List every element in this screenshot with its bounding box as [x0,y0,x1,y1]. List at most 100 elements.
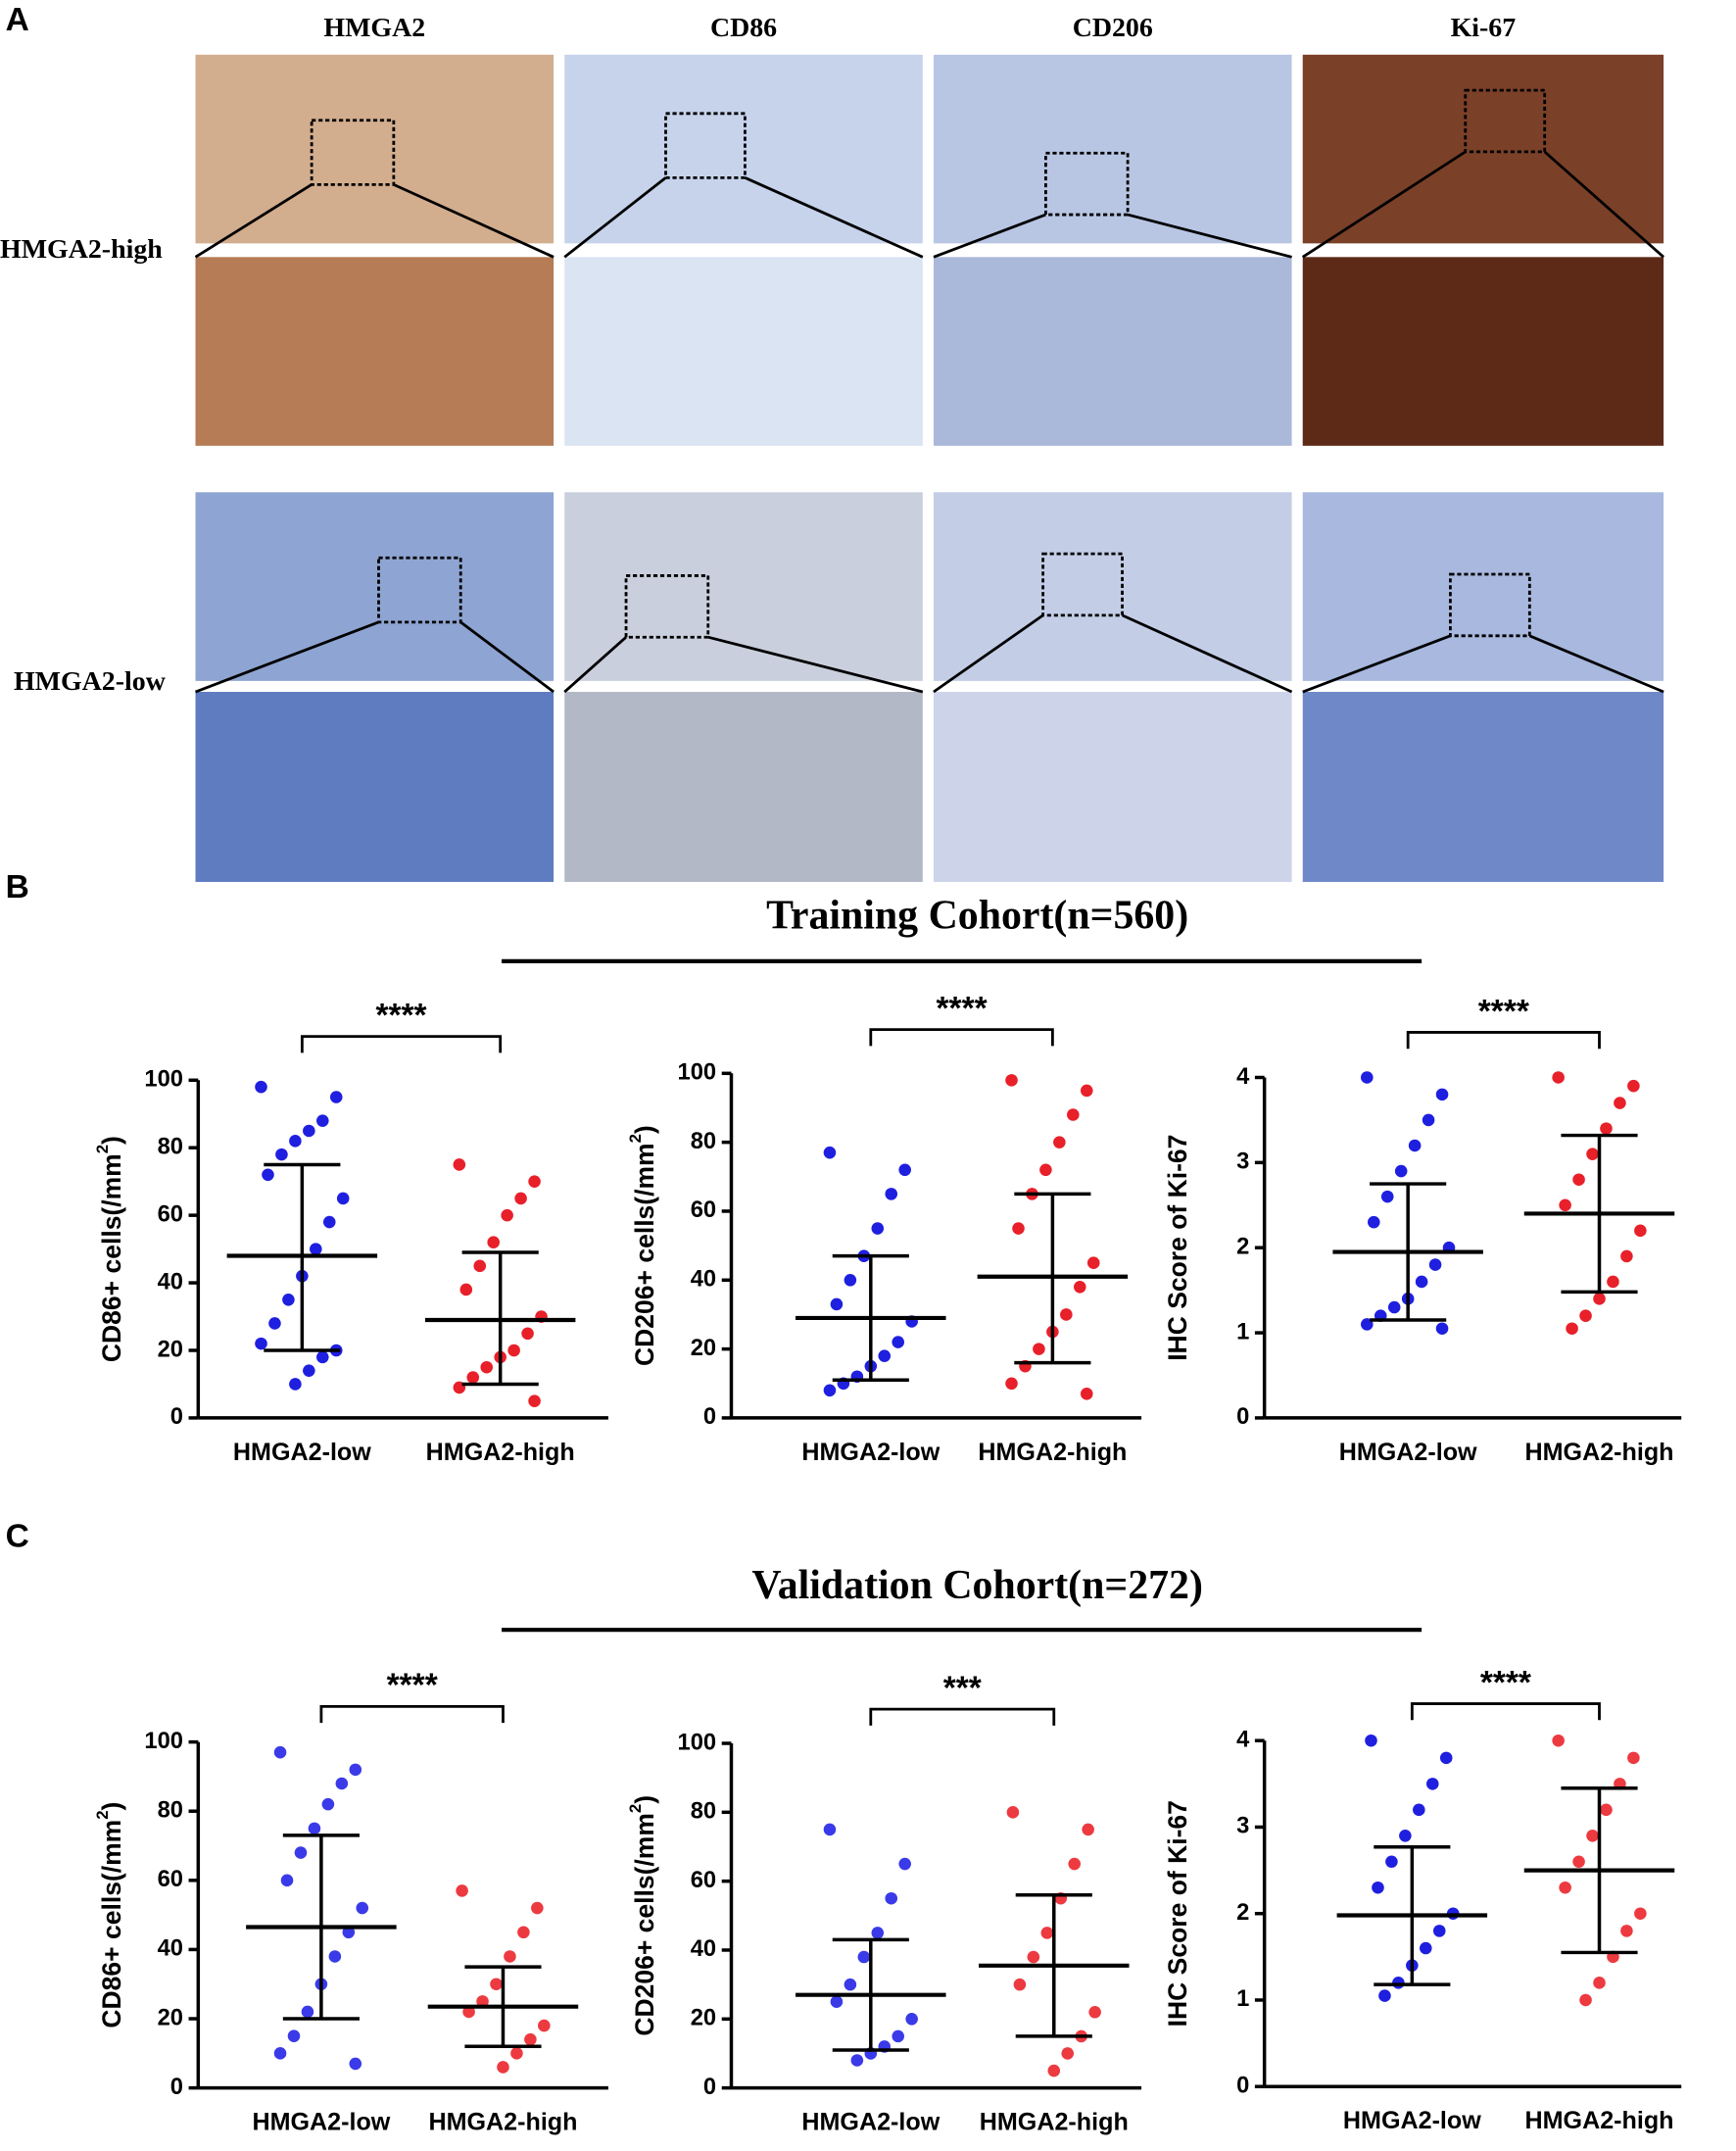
x-tick-label: HMGA2-low [1339,1439,1477,1466]
data-point [504,1950,516,1963]
data-point [289,1135,302,1148]
data-point [1361,1071,1374,1084]
data-point [316,1114,329,1127]
data-point [1559,1881,1571,1894]
micrographs [195,54,1664,882]
y-tick-label: 3 [1236,1814,1249,1839]
data-point [1579,1309,1592,1322]
significance-bracket [319,1704,505,1724]
y-tick-label: 0 [1236,1404,1249,1430]
zoom-box [377,556,462,624]
y-tick-label: 80 [691,1129,716,1154]
data-point [1627,1751,1640,1765]
data-point [1428,1258,1442,1271]
significance-bracket [300,1035,503,1053]
data-point [823,1823,837,1836]
y-tick-label: 80 [158,1797,183,1823]
data-point [322,1215,336,1229]
data-point [497,2061,509,2074]
data-point [287,2029,301,2042]
zoom-box [1464,88,1547,154]
data-point [517,1926,530,1939]
x-tick-label: HMGA2-low [801,1439,940,1466]
zoom-box [310,119,396,186]
y-tick-label: 0 [170,2075,183,2100]
data-point [844,1978,857,1991]
significance-label: *** [943,1670,982,1706]
y-axis-label-part: IHC Score of Ki-67 [1163,1135,1192,1361]
data-point [898,1163,911,1177]
cohort-title: Validation Cohort(n=272) [751,1563,1203,1608]
data-point [1586,1148,1599,1160]
data-point [321,1797,335,1811]
data-point [885,1891,898,1905]
data-point [262,1168,274,1182]
x-tick-label: HMGA2-low [801,2109,940,2136]
data-point [1380,1190,1394,1203]
data-point [857,1950,871,1964]
y-tick-label: 20 [691,2006,716,2031]
panel-label: A [6,2,29,38]
y-tick-label: 4 [1236,1727,1250,1752]
data-point [329,1091,343,1103]
x-tick-label: HMGA2-high [1524,1439,1673,1466]
data-point [342,1926,356,1939]
image [933,54,1292,244]
y-axis-label: IHC Score of Ki-67 [1163,1135,1192,1361]
y-axis-label: CD206+ cells(/mm2) [627,1795,659,2036]
data-point [1566,1322,1578,1336]
x-tick-label: HMGA2-low [1343,2107,1481,2134]
x-tick-label: HMGA2-high [980,2109,1129,2136]
data-point [871,1927,885,1939]
image [564,492,923,681]
y-tick-label: 4 [1236,1064,1250,1090]
row-label: HMGA2-low [14,666,166,697]
x-tick-label: HMGA2-high [428,2109,577,2136]
y-tick-label: 20 [691,1336,716,1361]
data-point [328,1950,342,1963]
data-point [310,1243,322,1255]
data-point [1067,1108,1080,1121]
data-point [1033,1343,1045,1355]
y-tick-label: 1 [1236,1986,1249,2012]
data-point [1394,1164,1408,1178]
y-tick-label: 60 [691,1198,716,1223]
y-axis-label: CD206+ cells(/mm2) [627,1125,659,1366]
zoom-box [1449,572,1531,638]
y-tick-label: 40 [158,1936,183,1962]
data-point [1432,1925,1446,1937]
data-point [1061,2047,1075,2060]
data-point [1627,1079,1640,1093]
y-tick-label: 0 [703,1404,716,1430]
column-title: CD206 [1073,13,1153,43]
data-point [294,1846,308,1859]
significance-bracket [869,1028,1054,1047]
y-axis-label-part: CD86+ cells(/mm [97,1153,126,1362]
data-point [1593,1977,1606,1989]
data-point [476,1995,489,2008]
data-point [878,1349,892,1362]
data-point [490,1978,503,1990]
data-point [1600,1122,1613,1135]
y-axis-label-part: ) [97,1136,126,1145]
x-tick-label: HMGA2-low [233,1439,371,1466]
data-point [282,1294,295,1306]
y-tick-label: 80 [691,1799,716,1825]
data-point [1365,1734,1377,1747]
data-point [1620,1925,1633,1937]
data-point [501,1208,513,1222]
y-axis-label-part: 2 [627,1804,646,1813]
data-point [823,1384,837,1397]
panel-label: C [6,1519,29,1555]
y-axis-label-part: CD86+ cells(/mm [97,1820,126,2029]
data-point [1082,1823,1094,1836]
data-point [892,2029,904,2043]
data-point [280,1874,294,1887]
image [195,257,555,446]
data-point [301,2005,314,2019]
data-point [844,1274,857,1287]
data-point [531,1901,544,1915]
image [1302,692,1664,882]
y-tick-label: 0 [1236,2073,1249,2098]
significance-label: **** [1478,994,1529,1030]
